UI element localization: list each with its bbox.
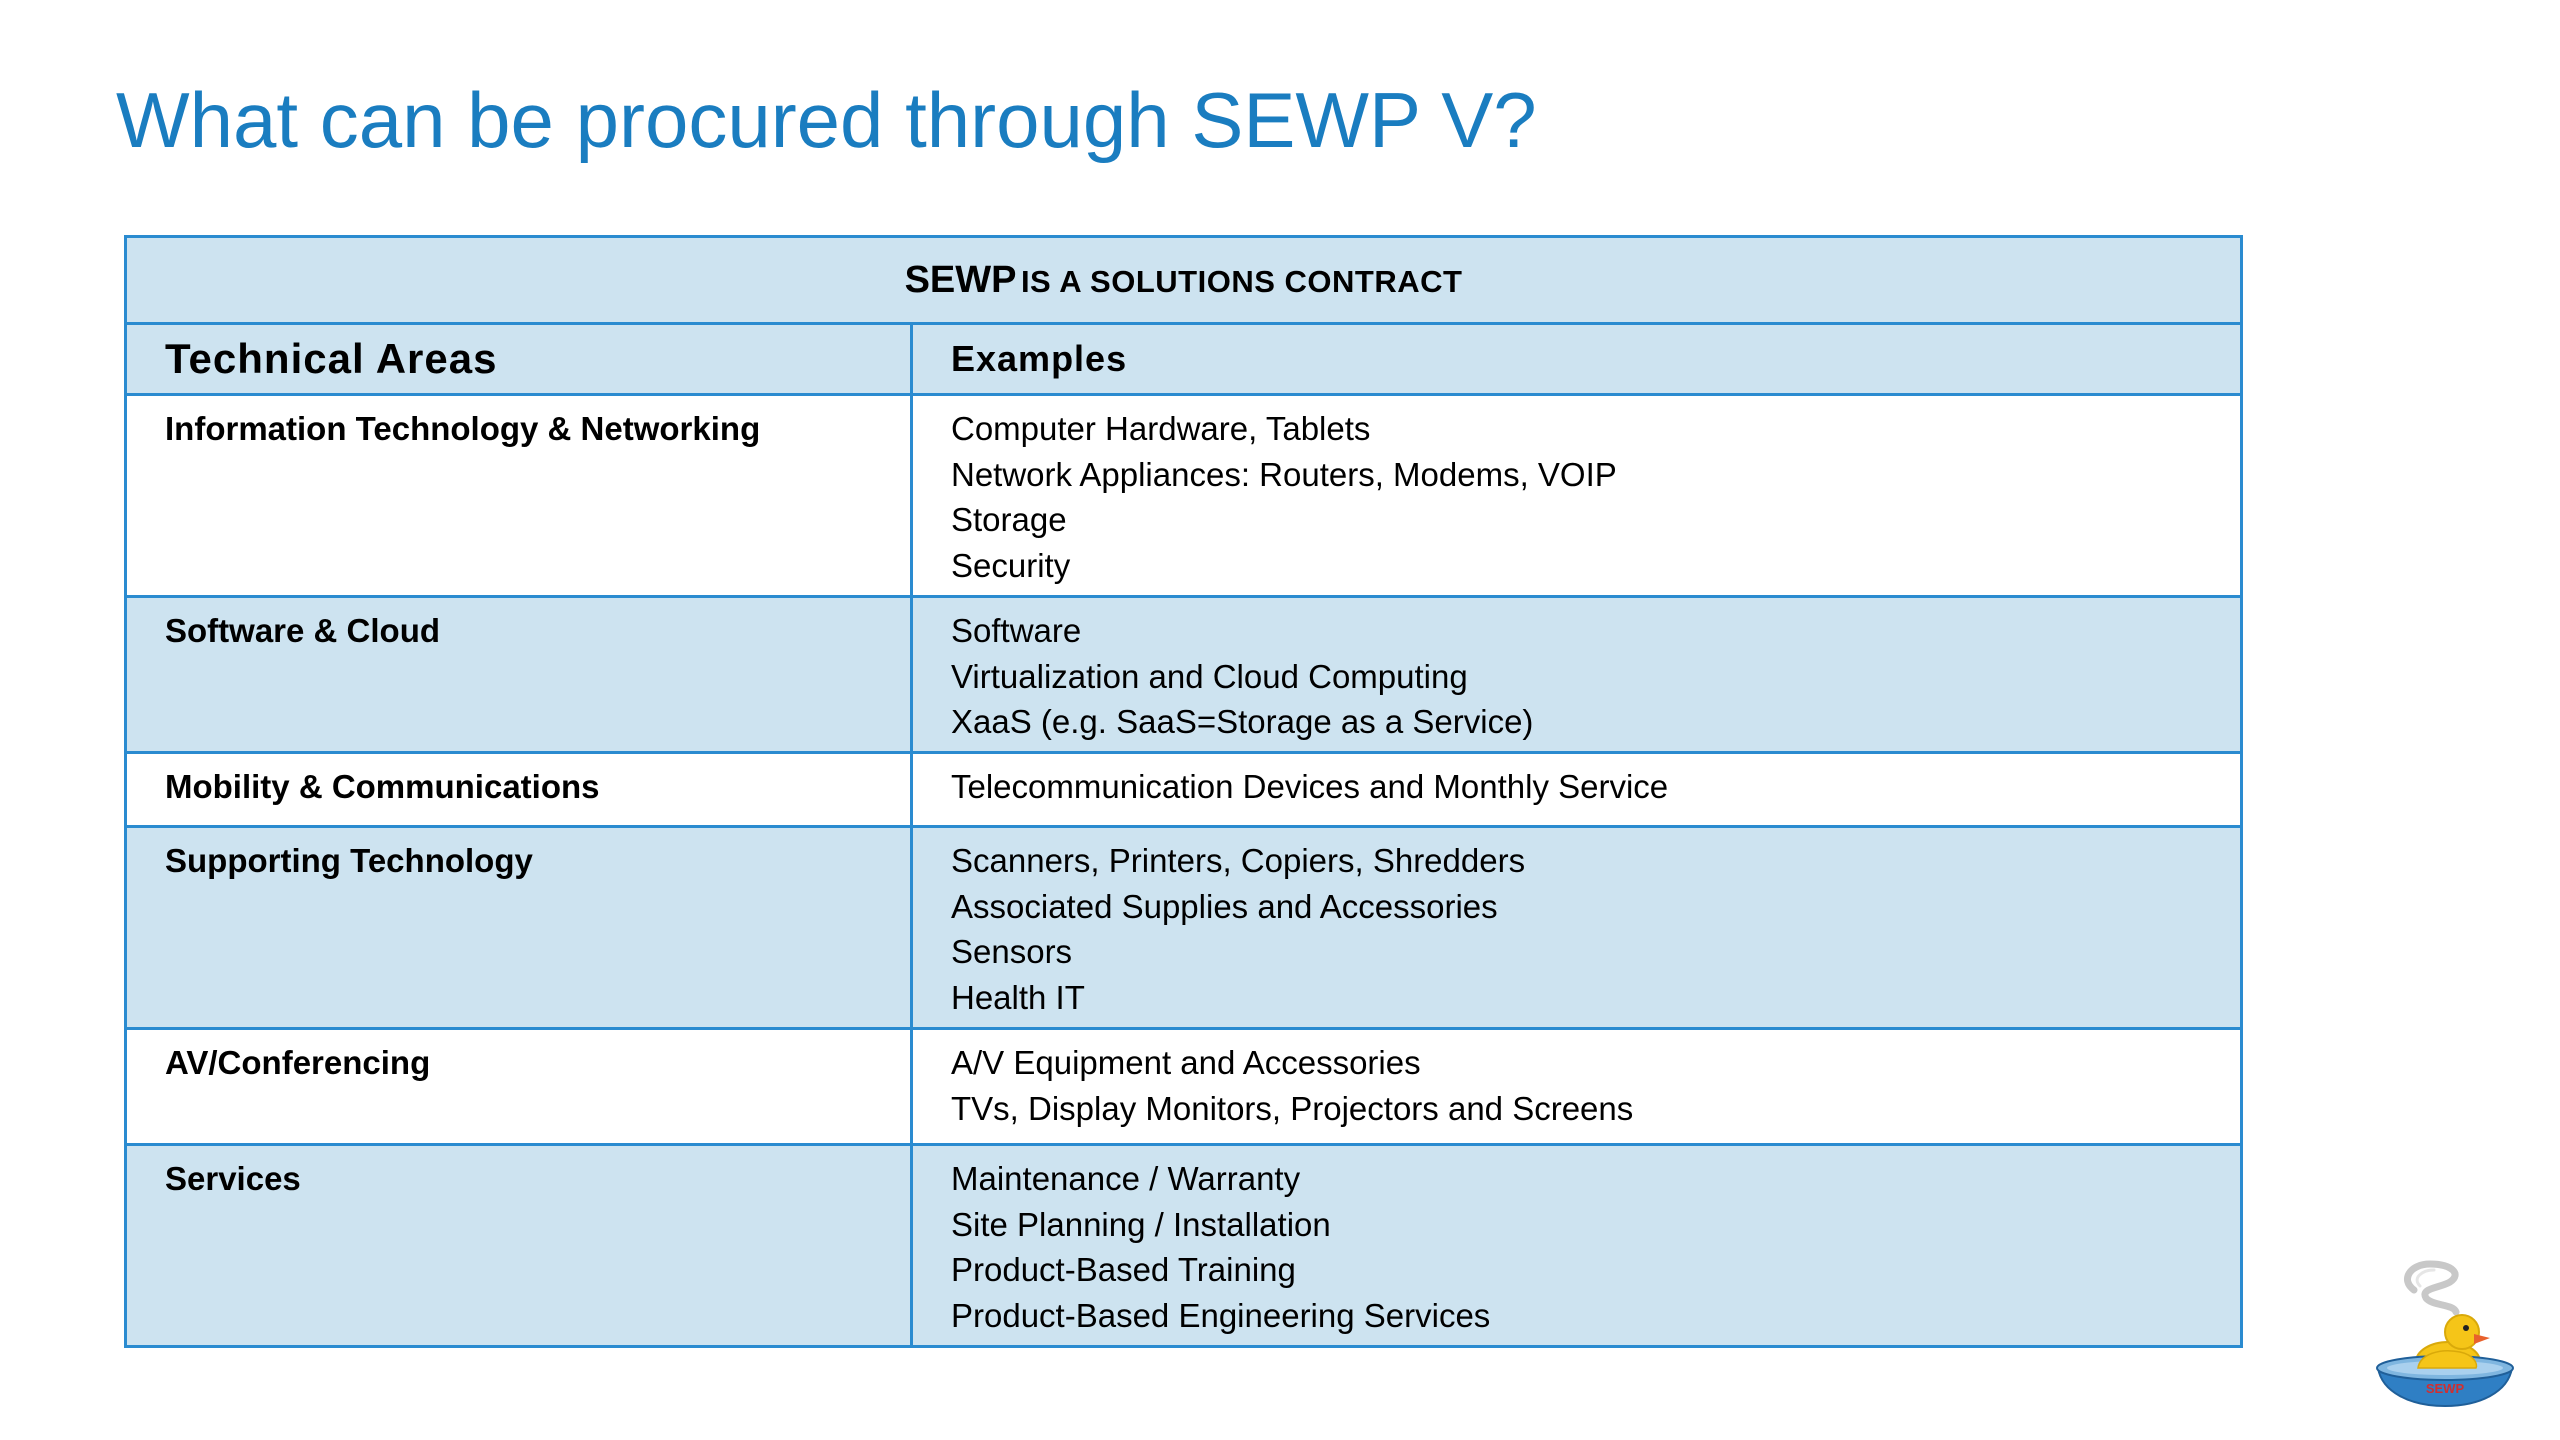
duck-in-bowl-logo-icon: SEWP: [2370, 1250, 2520, 1410]
examples-cell: Software Virtualization and Cloud Comput…: [910, 595, 2243, 754]
technical-area-cell: Supporting Technology: [124, 825, 913, 1030]
header-examples: Examples: [910, 322, 2243, 396]
example-item: Associated Supplies and Accessories: [951, 887, 1498, 925]
table-row: Information Technology & Networking Comp…: [124, 393, 2243, 598]
example-item: Telecommunication Devices and Monthly Se…: [951, 768, 1669, 805]
example-item: Computer Hardware, Tablets: [951, 410, 1371, 447]
duck-head: [2444, 1314, 2480, 1350]
example-item: Software: [951, 612, 1082, 649]
logo-text: SEWP: [2426, 1381, 2465, 1396]
technical-area-cell: Software & Cloud: [124, 595, 913, 754]
example-item: Network Appliances: Routers, Modems, VOI…: [951, 455, 1617, 493]
table-row: Services Maintenance / Warranty Site Pla…: [124, 1143, 2243, 1348]
examples-cell: Telecommunication Devices and Monthly Se…: [910, 751, 2243, 828]
steam-swirl: [2404, 1260, 2460, 1316]
example-item: XaaS (e.g. SaaS=Storage as a Service): [951, 703, 1534, 740]
example-item: Security: [951, 546, 1071, 584]
example-item: Sensors: [951, 933, 1073, 970]
table-row: Software & Cloud Software Virtualization…: [124, 595, 2243, 754]
header-technical-areas-label: Technical Areas: [165, 335, 498, 382]
table-row: AV/Conferencing A/V Equipment and Access…: [124, 1027, 2243, 1146]
duck-beak: [2474, 1334, 2490, 1344]
example-item: Health IT: [951, 978, 1085, 1016]
table-banner-row: SEWP IS A SOLUTIONS CONTRACT: [124, 235, 2243, 325]
page-title: What can be procured through SEWP V?: [116, 76, 1537, 164]
example-item: Scanners, Printers, Copiers, Shredders: [951, 842, 1526, 879]
technical-area-cell: Services: [124, 1143, 913, 1348]
table-row: Mobility & Communications Telecommunicat…: [124, 751, 2243, 828]
examples-cell: A/V Equipment and Accessories TVs, Displ…: [910, 1027, 2243, 1146]
banner-rest-text: IS A SOLUTIONS CONTRACT: [1020, 263, 1463, 299]
example-item: Maintenance / Warranty: [951, 1160, 1301, 1197]
example-item: Product-Based Training: [951, 1251, 1296, 1288]
duck-eye: [2463, 1325, 2469, 1331]
steam-swirl-inner: [2415, 1268, 2436, 1288]
header-examples-label: Examples: [951, 338, 1128, 379]
example-item: A/V Equipment and Accessories: [951, 1044, 1421, 1081]
table-banner: SEWP IS A SOLUTIONS CONTRACT: [124, 235, 2243, 325]
examples-cell: Maintenance / Warranty Site Planning / I…: [910, 1143, 2243, 1348]
table-row: Supporting Technology Scanners, Printers…: [124, 825, 2243, 1030]
example-item: TVs, Display Monitors, Projectors and Sc…: [951, 1089, 1634, 1127]
example-item: Product-Based Engineering Services: [951, 1296, 1491, 1334]
technical-area-cell: AV/Conferencing: [124, 1027, 913, 1146]
examples-cell: Computer Hardware, Tablets Network Appli…: [910, 393, 2243, 598]
examples-cell: Scanners, Printers, Copiers, Shredders A…: [910, 825, 2243, 1030]
example-item: Site Planning / Installation: [951, 1205, 1331, 1243]
technical-area-cell: Mobility & Communications: [124, 751, 913, 828]
procurement-table: SEWP IS A SOLUTIONS CONTRACT Technical A…: [124, 235, 2243, 1348]
banner-main-text: SEWP: [904, 258, 1017, 301]
header-technical-areas: Technical Areas: [124, 322, 913, 396]
duck-body-front: [2417, 1350, 2478, 1369]
example-item: Virtualization and Cloud Computing: [951, 657, 1468, 695]
example-item: Storage: [951, 501, 1067, 538]
technical-area-cell: Information Technology & Networking: [124, 393, 913, 598]
procurement-table-container: SEWP IS A SOLUTIONS CONTRACT Technical A…: [124, 235, 2243, 1348]
table-header-row: Technical Areas Examples: [124, 322, 2243, 396]
